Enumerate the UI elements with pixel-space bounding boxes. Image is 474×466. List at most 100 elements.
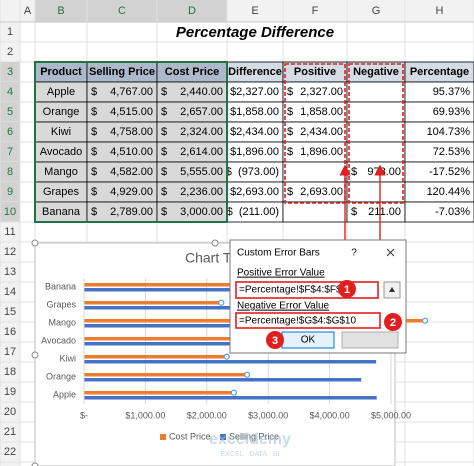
currency-symbol: $	[91, 146, 97, 158]
currency-symbol: $	[287, 86, 293, 98]
chart-handle	[31, 462, 39, 466]
cell-text: Avocado	[40, 146, 83, 158]
positive-label: Positive Error Value	[237, 268, 325, 279]
header-text: Cost Price	[165, 66, 219, 78]
row-number: 20	[4, 406, 16, 418]
cell-text: $ (973.00)	[226, 166, 279, 178]
x-tick-label: $2,000.00	[187, 410, 227, 420]
currency-symbol: $	[91, 186, 97, 198]
row-number: 18	[4, 366, 16, 378]
selected-column-header	[35, 0, 87, 22]
cell-amount: 1,896.00	[300, 146, 343, 158]
bar	[84, 373, 248, 377]
cell-amount: 3,000.00	[180, 206, 223, 218]
x-tick-label: $-	[80, 410, 88, 420]
currency-symbol: $	[91, 86, 97, 98]
positive-value: =Percentage!$F$4:$F$10	[239, 285, 353, 296]
cell-text: $1,858.00	[230, 106, 279, 118]
selected-row-header	[0, 142, 20, 162]
row-number: 10	[4, 206, 16, 218]
category-label: Banana	[45, 281, 76, 291]
cell-text: Orange	[43, 106, 80, 118]
error-bar-cap	[421, 317, 429, 324]
cell-text: $2,693.00	[230, 186, 279, 198]
negative-value: =Percentage!$G$4:$G$10	[239, 316, 356, 327]
cell-amount: 4,582.00	[110, 166, 153, 178]
cell-text: Kiwi	[51, 126, 71, 138]
selected-column-header	[157, 0, 227, 22]
chart-handle	[31, 351, 39, 359]
cell-amount: 2,236.00	[180, 186, 223, 198]
bar	[84, 396, 377, 400]
column-letter: G	[372, 5, 381, 17]
cell-amount: 2,324.00	[180, 126, 223, 138]
cell-amount: 4,929.00	[110, 186, 153, 198]
selected-row-header	[0, 182, 20, 202]
cell-amount: 4,767.00	[110, 86, 153, 98]
cell-text: Grapes	[43, 186, 80, 198]
error-bars-dialog: Custom Error Bars ? Positive Error Value =P…	[229, 239, 407, 354]
cell-text: $2,327.00	[230, 86, 279, 98]
watermark-tagline: EXCEL · DATA · BI	[221, 451, 280, 458]
negative-input	[235, 312, 381, 329]
bar	[84, 391, 234, 395]
bar	[84, 288, 256, 292]
currency-symbol: $	[287, 126, 293, 138]
table-cell	[282, 161, 348, 183]
bar	[84, 378, 362, 382]
table-cell	[346, 101, 406, 123]
legend-swatch	[220, 434, 226, 440]
callout-badge	[338, 280, 356, 298]
selected-row-header	[0, 82, 20, 102]
sheet-title: Percentage Difference	[176, 24, 334, 41]
cell-amount: 2,440.00	[180, 86, 223, 98]
currency-symbol: $	[161, 206, 167, 218]
selected-row-header	[0, 122, 20, 142]
cancel-button[interactable]	[341, 331, 399, 349]
bar	[84, 360, 377, 364]
callout-number: 3	[272, 335, 278, 347]
header-text: Negative	[353, 66, 399, 78]
row-number: 9	[7, 186, 13, 198]
cell-amount: 2,789.00	[110, 206, 153, 218]
category-label: Avocado	[41, 335, 76, 345]
dialog-title: Custom Error Bars	[237, 248, 320, 259]
category-label: Orange	[46, 371, 76, 381]
cell-text: -7.03%	[435, 206, 470, 218]
row-number: 7	[7, 146, 13, 158]
column-letter: F	[312, 5, 319, 17]
cell-amount: 2,614.00	[180, 146, 223, 158]
cell-text: Apple	[47, 86, 75, 98]
chart-handle	[31, 239, 39, 247]
bar	[84, 337, 245, 341]
row-number: 21	[4, 426, 16, 438]
header-text: Product	[40, 66, 82, 78]
column-letter: H	[436, 5, 444, 17]
cell-text: $2,434.00	[230, 126, 279, 138]
cell-text: -17.52%	[429, 166, 470, 178]
bar	[84, 342, 361, 346]
currency-symbol: $	[287, 106, 293, 118]
cell-text: Banana	[42, 206, 81, 218]
row-number: 8	[7, 166, 13, 178]
cell-amount: 2,327.00	[300, 86, 343, 98]
chart-title: Chart Ti	[185, 250, 234, 266]
callout-badge	[266, 331, 284, 349]
ok-label: OK	[301, 335, 316, 346]
cell-amount: 2,434.00	[300, 126, 343, 138]
x-tick-label: $4,000.00	[310, 410, 350, 420]
cell-amount: 4,758.00	[110, 126, 153, 138]
row-number: 5	[7, 106, 13, 118]
dialog-close	[386, 248, 395, 257]
table-cell	[346, 141, 406, 163]
cell-text: 72.53%	[433, 146, 471, 158]
selected-column-header	[87, 0, 157, 22]
cell-amount: 2,657.00	[180, 106, 223, 118]
cell-text: $1,896.00	[230, 146, 279, 158]
x-tick-label: $5,000.00	[371, 410, 411, 420]
header-text: Percentage	[410, 66, 469, 78]
header-text: Selling Price	[89, 66, 155, 78]
cell-text: 69.93%	[433, 106, 471, 118]
table-cell	[404, 201, 474, 223]
row-number: 4	[7, 86, 13, 98]
